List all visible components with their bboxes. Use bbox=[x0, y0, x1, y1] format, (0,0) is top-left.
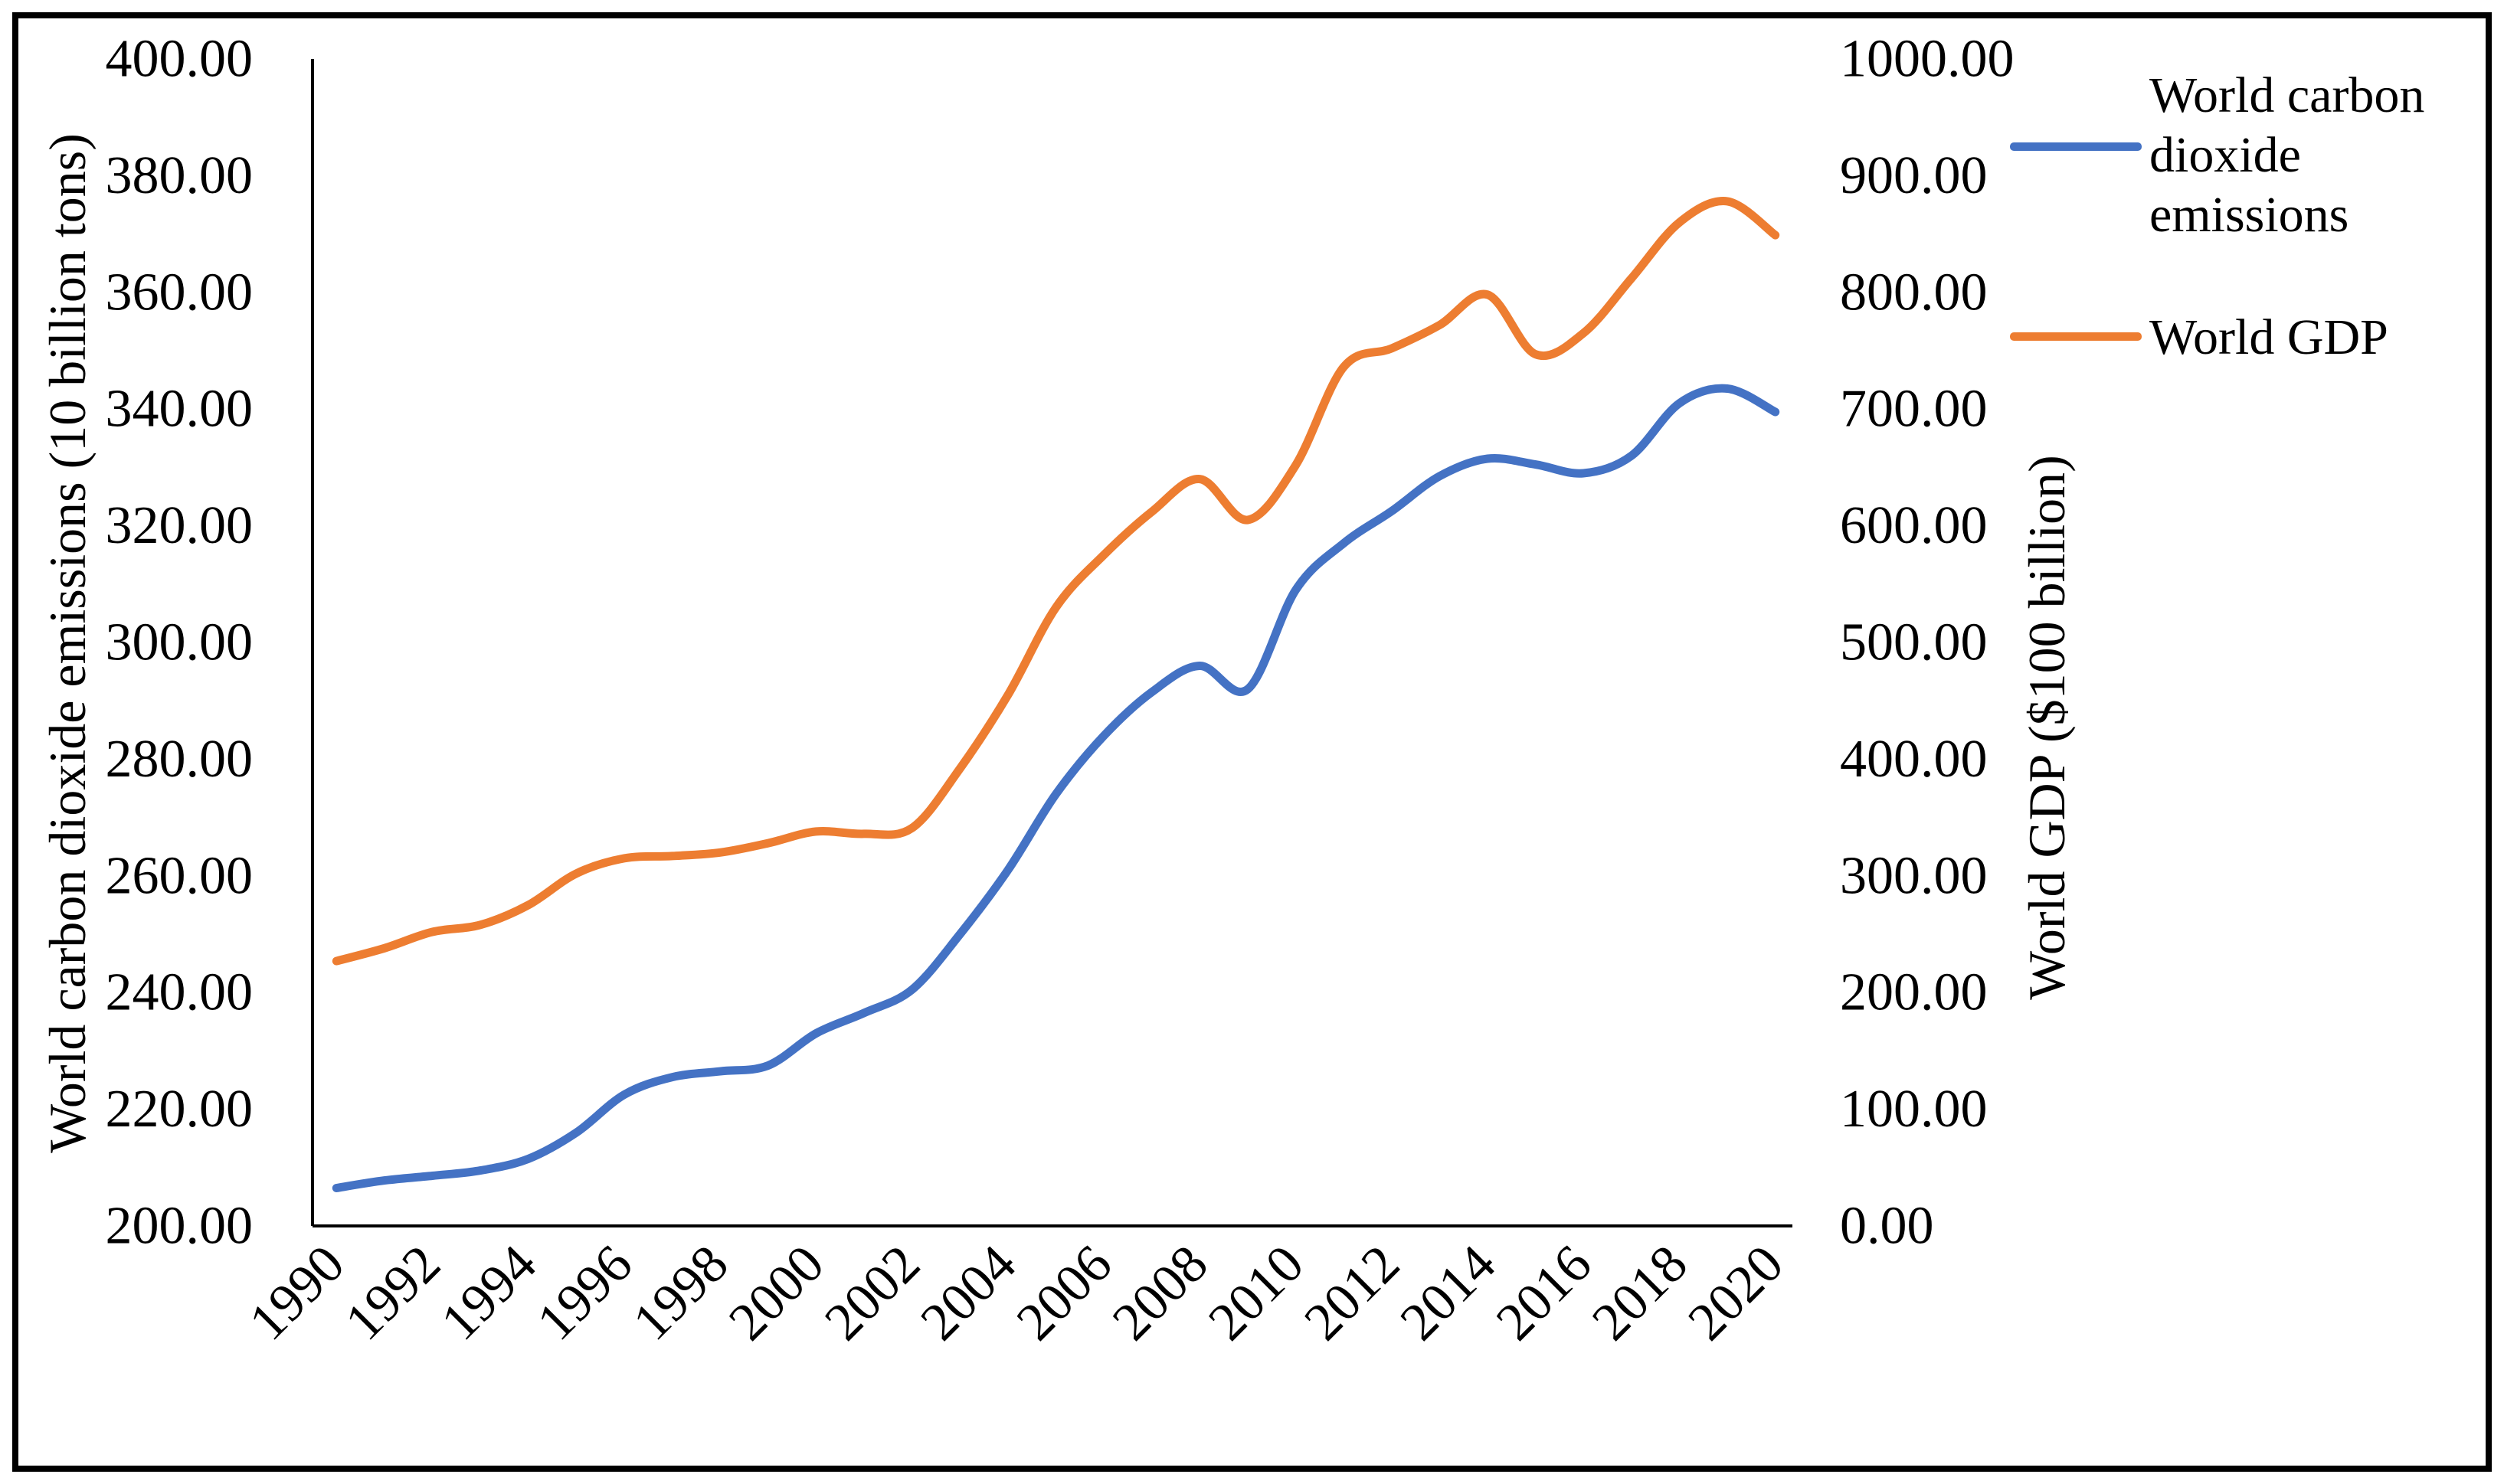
y-left-tick-label: 320.00 bbox=[106, 496, 254, 555]
y-left-tick-label: 360.00 bbox=[106, 263, 254, 322]
x-tick-label: 1998 bbox=[622, 1234, 739, 1352]
x-tick-label: 2018 bbox=[1581, 1234, 1698, 1352]
x-tick-label: 2016 bbox=[1485, 1234, 1602, 1352]
y-axis-title-left: World carbon dioxide emissions (10 billi… bbox=[38, 133, 97, 1153]
y-left-tick-label: 400.00 bbox=[106, 30, 254, 89]
legend-line-sample-gdp bbox=[2010, 332, 2142, 341]
y-left-tick-label: 280.00 bbox=[106, 730, 254, 789]
y-right-tick-label: 400.00 bbox=[1840, 730, 1988, 789]
y-left-tick-label: 260.00 bbox=[106, 846, 254, 905]
series-line-co2 bbox=[332, 384, 1780, 1192]
x-tick-label: 2014 bbox=[1389, 1234, 1507, 1352]
y-right-tick-label: 100.00 bbox=[1840, 1080, 1988, 1139]
legend-line-sample-co2 bbox=[2010, 142, 2142, 151]
y-right-tick-label: 900.00 bbox=[1840, 146, 1988, 205]
x-tick-label: 2008 bbox=[1101, 1234, 1219, 1352]
x-tick-label: 2004 bbox=[910, 1234, 1027, 1352]
y-right-tick-label: 300.00 bbox=[1840, 846, 1988, 905]
y-right-tick-label: 200.00 bbox=[1840, 963, 1988, 1022]
x-tick-label: 2020 bbox=[1678, 1234, 1795, 1352]
x-tick-label: 2000 bbox=[718, 1234, 835, 1352]
y-left-tick-label: 200.00 bbox=[106, 1197, 254, 1256]
y-right-tick-label: 800.00 bbox=[1840, 263, 1988, 322]
y-left-tick-label: 240.00 bbox=[106, 963, 254, 1022]
x-tick-label: 1992 bbox=[334, 1234, 451, 1352]
legend-label-gdp: World GDP bbox=[2149, 309, 2388, 365]
legend-label-co2: World carbon dioxide emissions bbox=[2149, 67, 2425, 243]
x-tick-label: 1994 bbox=[430, 1234, 548, 1352]
y-right-tick-label: 500.00 bbox=[1840, 613, 1988, 672]
x-tick-label: 2012 bbox=[1294, 1234, 1411, 1352]
y-right-tick-label: 700.00 bbox=[1840, 380, 1988, 439]
x-tick-label: 1990 bbox=[238, 1234, 355, 1352]
series-line-gdp bbox=[332, 197, 1780, 966]
y-left-tick-label: 340.00 bbox=[106, 380, 254, 439]
x-tick-label: 2010 bbox=[1197, 1234, 1314, 1352]
x-tick-label: 2006 bbox=[1006, 1234, 1123, 1352]
x-tick-label: 2002 bbox=[814, 1234, 931, 1352]
y-left-tick-label: 300.00 bbox=[106, 613, 254, 672]
x-tick-label: 1996 bbox=[526, 1234, 643, 1352]
y-right-tick-label: 600.00 bbox=[1840, 496, 1988, 555]
y-right-tick-label: 0.00 bbox=[1840, 1197, 1934, 1256]
y-left-tick-label: 220.00 bbox=[106, 1080, 254, 1139]
figure-border bbox=[12, 12, 2492, 1472]
y-axis-title-right: World GDP ($100 billion) bbox=[2018, 455, 2076, 1000]
y-left-tick-label: 380.00 bbox=[106, 146, 254, 205]
y-right-tick-label: 1000.00 bbox=[1840, 30, 2015, 89]
